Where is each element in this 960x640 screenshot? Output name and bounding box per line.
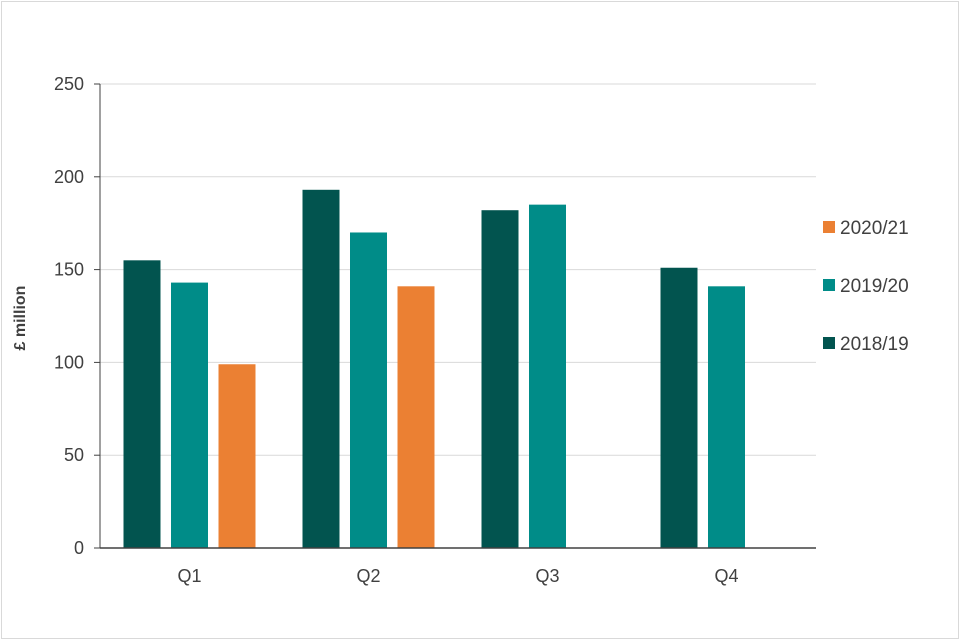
y-tick-label: 0 — [74, 538, 84, 558]
legend-label: 2019/20 — [840, 276, 909, 297]
legend-item: 2020/21 — [823, 218, 909, 239]
y-tick-label: 250 — [54, 74, 84, 94]
legend-item: 2019/20 — [823, 276, 909, 297]
y-tick-label: 150 — [54, 260, 84, 280]
legend-label: 2018/19 — [840, 334, 909, 355]
x-axis-ticks: Q1 Q2 Q3 Q4 — [177, 566, 738, 586]
legend-swatch — [823, 337, 835, 349]
legend: 2020/21 2019/20 2018/19 — [823, 218, 909, 355]
bars — [123, 189, 745, 549]
legend-label: 2020/21 — [840, 218, 909, 239]
legend-swatch — [823, 221, 835, 233]
bar-2018-19-q1 — [123, 260, 161, 548]
legend-item: 2018/19 — [823, 334, 909, 355]
bar-2019-20-q1 — [171, 282, 208, 548]
x-tick-label: Q3 — [535, 566, 559, 586]
y-tick-label: 50 — [64, 445, 84, 465]
bar-2019-20-q4 — [708, 286, 745, 548]
y-axis-ticks: 0 50 100 150 200 250 — [54, 74, 101, 558]
y-tick-label: 200 — [54, 167, 84, 187]
bar-2019-20-q2 — [350, 232, 387, 549]
x-tick-label: Q2 — [356, 566, 380, 586]
x-tick-label: Q1 — [177, 566, 201, 586]
legend-swatch — [823, 279, 835, 291]
y-axis-label: £ million — [12, 286, 29, 351]
bar-2018-19-q4 — [660, 267, 698, 548]
bar-2018-19-q2 — [302, 189, 340, 549]
x-tick-label: Q4 — [714, 566, 738, 586]
bar-2018-19-q3 — [481, 210, 519, 548]
bar-2020-21-q2 — [397, 286, 435, 548]
bar-2019-20-q3 — [529, 204, 566, 548]
y-tick-label: 100 — [54, 352, 84, 372]
bar-2020-21-q1 — [218, 364, 256, 548]
